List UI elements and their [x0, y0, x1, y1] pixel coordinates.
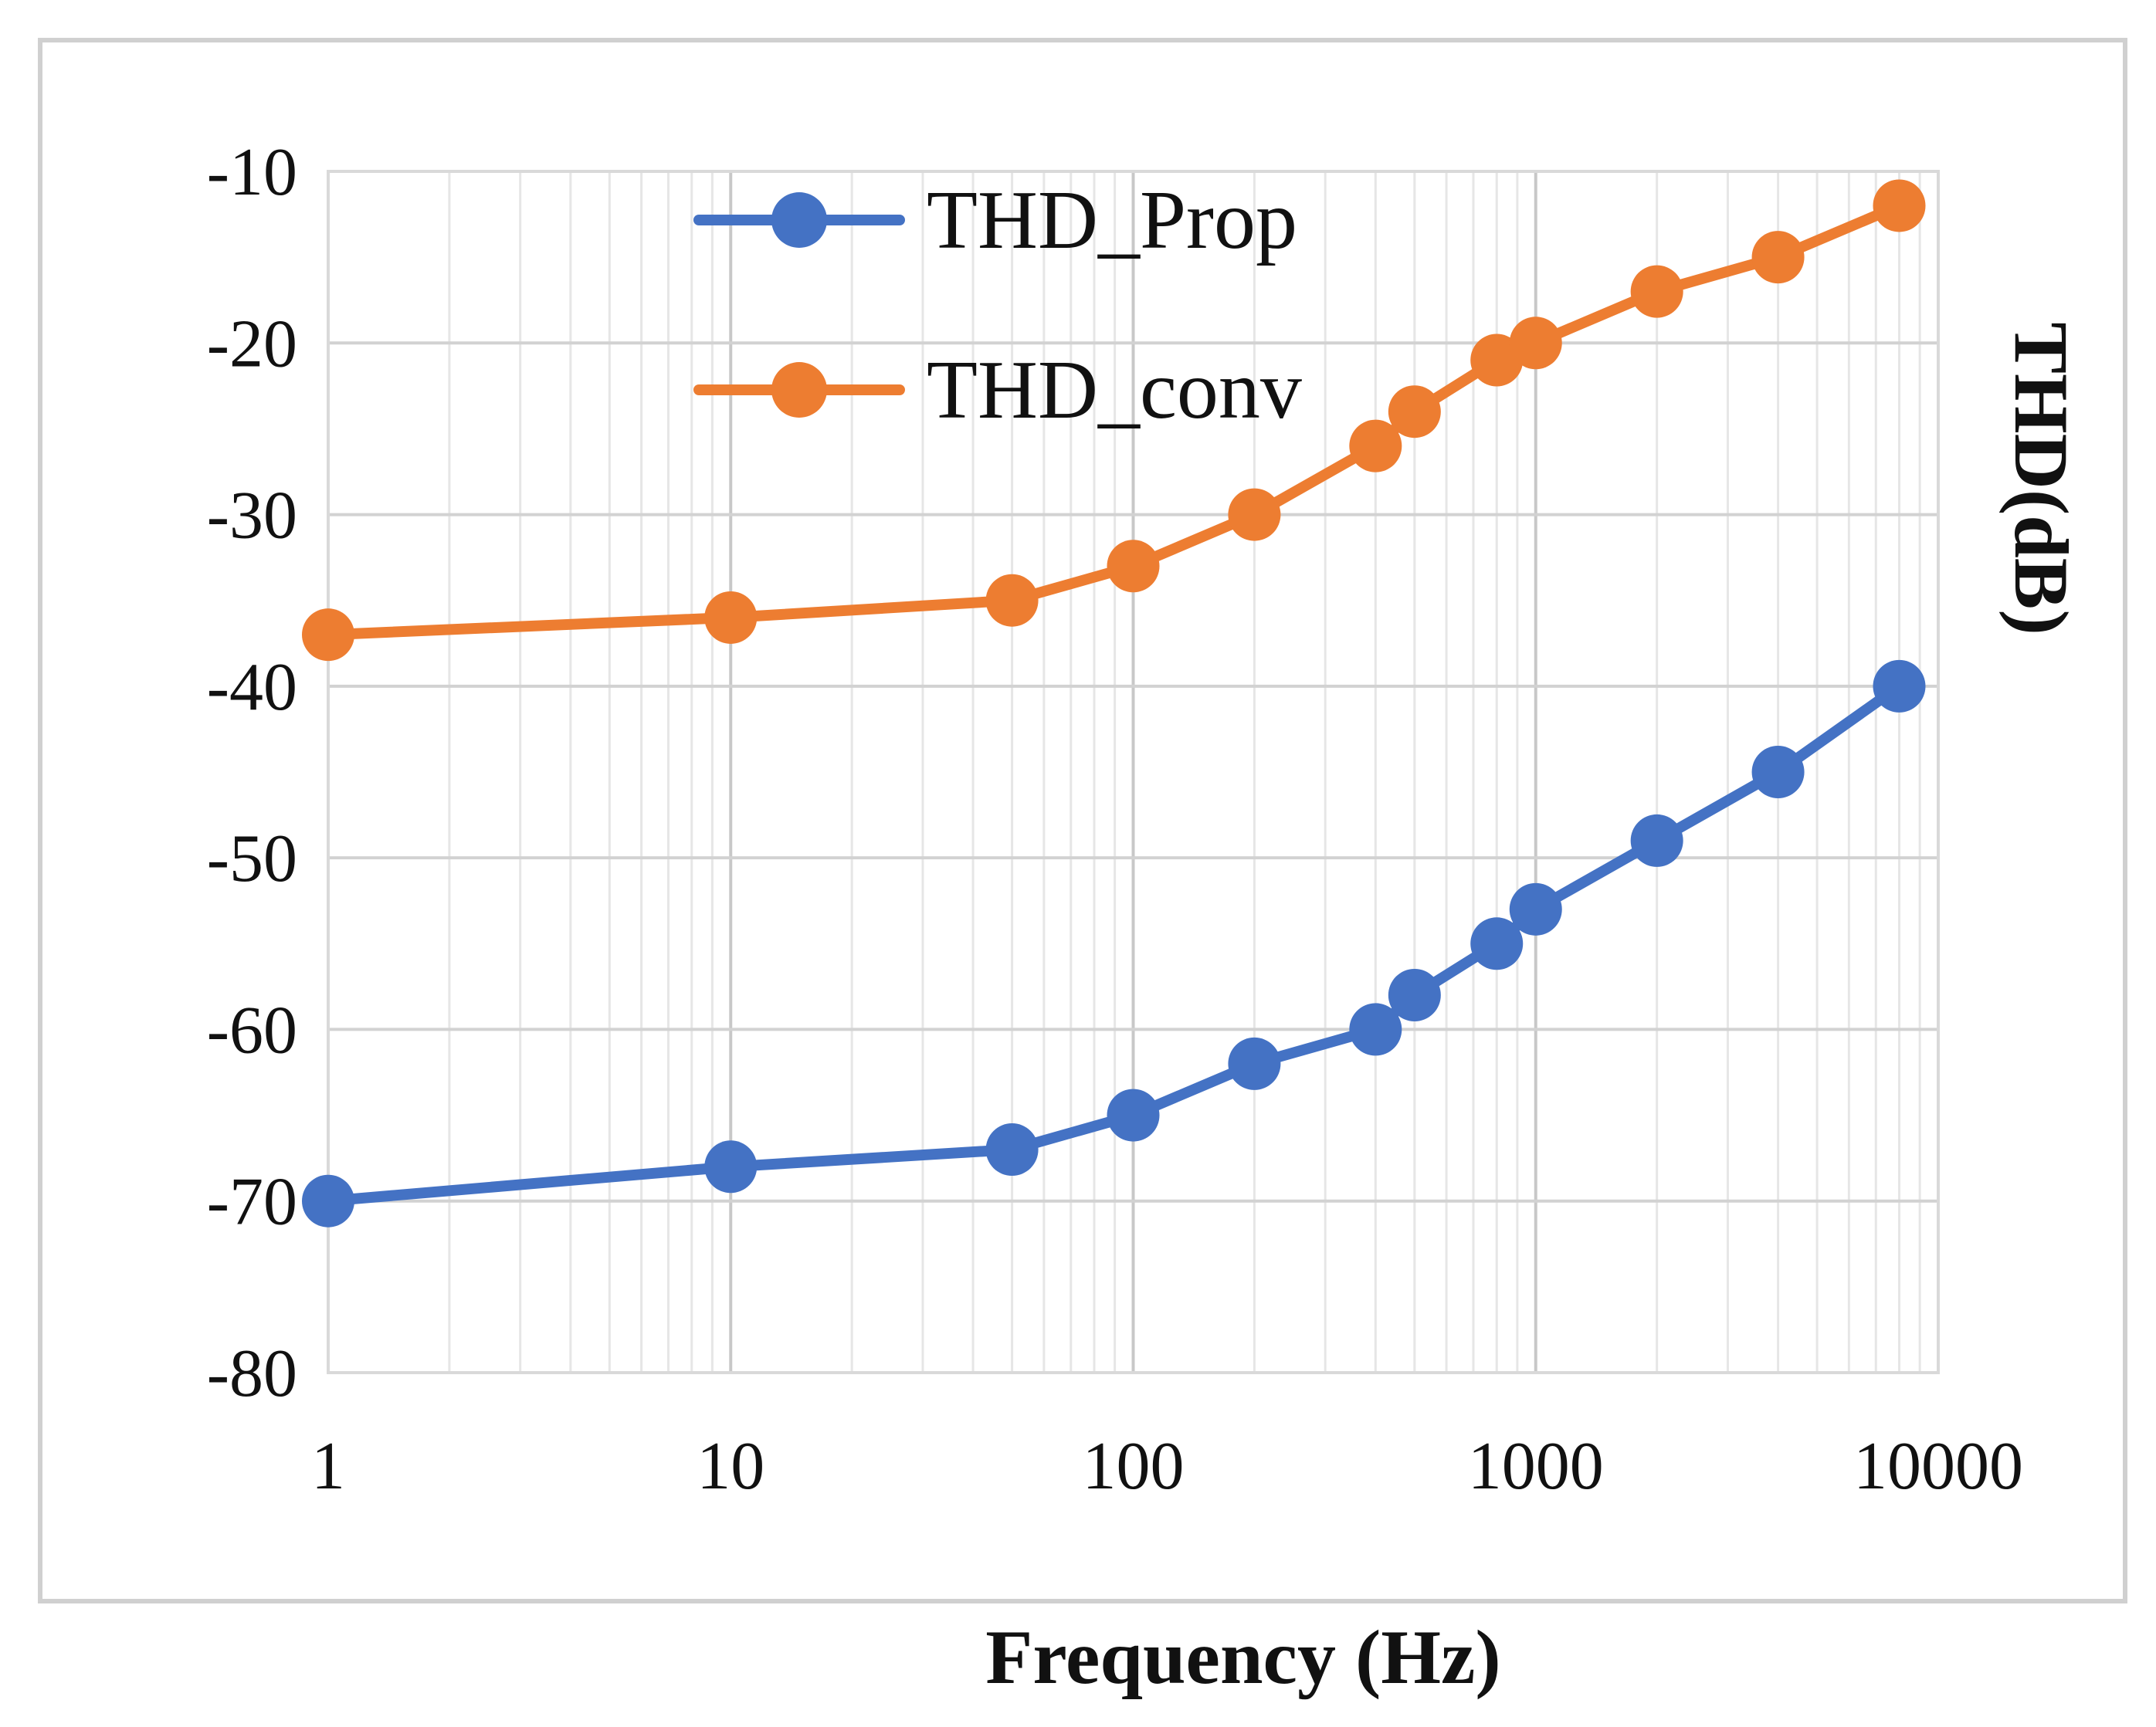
data-point-thd-conv	[1107, 540, 1160, 593]
x-tick-label: 10	[697, 1429, 764, 1504]
data-point-thd-prop	[1228, 1037, 1281, 1090]
data-point-thd-prop	[1630, 814, 1683, 867]
legend-item-thd-prop: THD_Prop	[693, 174, 1297, 266]
legend-marker-thd-prop	[771, 192, 827, 248]
data-point-thd-prop	[1107, 1089, 1160, 1142]
x-tick-label: 1	[311, 1429, 345, 1504]
legend-label-thd-prop: THD_Prop	[927, 174, 1297, 266]
data-point-thd-conv	[1630, 265, 1683, 318]
legend: THD_Prop THD_conv	[693, 174, 1302, 436]
data-point-thd-prop	[1751, 746, 1805, 798]
y-tick-label: -70	[207, 1165, 297, 1240]
y-axis-title: THD(dB)	[1998, 322, 2084, 635]
x-tick-labels: 1 10 100 1000 10000	[311, 1429, 2023, 1504]
data-point-thd-prop	[704, 1140, 758, 1194]
data-point-thd-prop	[985, 1123, 1039, 1177]
series-thd-conv	[302, 179, 1926, 662]
data-point-thd-conv	[1751, 231, 1805, 284]
x-tick-label: 1000	[1468, 1429, 1604, 1504]
series-layer	[302, 179, 1926, 1228]
data-point-thd-prop	[1509, 882, 1562, 936]
x-tick-label: 100	[1083, 1429, 1185, 1504]
data-point-thd-conv	[1349, 419, 1402, 472]
x-axis-title: Frequency (Hz)	[985, 1614, 1500, 1700]
y-tick-labels: -10 -20 -30 -40 -50 -60 -70 -80	[207, 135, 297, 1411]
y-tick-label: -30	[207, 479, 297, 554]
data-point-thd-prop	[1470, 917, 1524, 970]
chart-frame	[38, 38, 2127, 1603]
data-point-thd-conv	[985, 574, 1039, 627]
y-tick-label: -60	[207, 993, 297, 1068]
y-tick-label: -80	[207, 1336, 297, 1411]
series-thd-prop	[302, 659, 1926, 1228]
y-tick-label: -50	[207, 821, 297, 896]
legend-label-thd-conv: THD_conv	[927, 344, 1302, 436]
data-point-thd-prop	[302, 1174, 354, 1228]
data-point-thd-conv	[1228, 488, 1281, 541]
x-tick-label: 10000	[1853, 1429, 2023, 1504]
y-tick-label: -10	[207, 135, 297, 210]
y-tick-label: -20	[207, 306, 297, 381]
data-point-thd-conv	[1509, 317, 1562, 370]
data-point-thd-prop	[1349, 1003, 1402, 1056]
data-point-thd-conv	[704, 591, 758, 644]
data-point-thd-prop	[1388, 968, 1441, 1021]
legend-marker-thd-conv	[771, 362, 827, 418]
data-point-thd-conv	[302, 608, 354, 662]
y-tick-label: -40	[207, 650, 297, 725]
plot-area-border	[327, 170, 1940, 1374]
legend-item-thd-conv: THD_conv	[693, 344, 1302, 436]
data-point-thd-prop	[1873, 659, 1926, 713]
data-point-thd-conv	[1388, 385, 1441, 439]
data-point-thd-conv	[1873, 179, 1926, 232]
